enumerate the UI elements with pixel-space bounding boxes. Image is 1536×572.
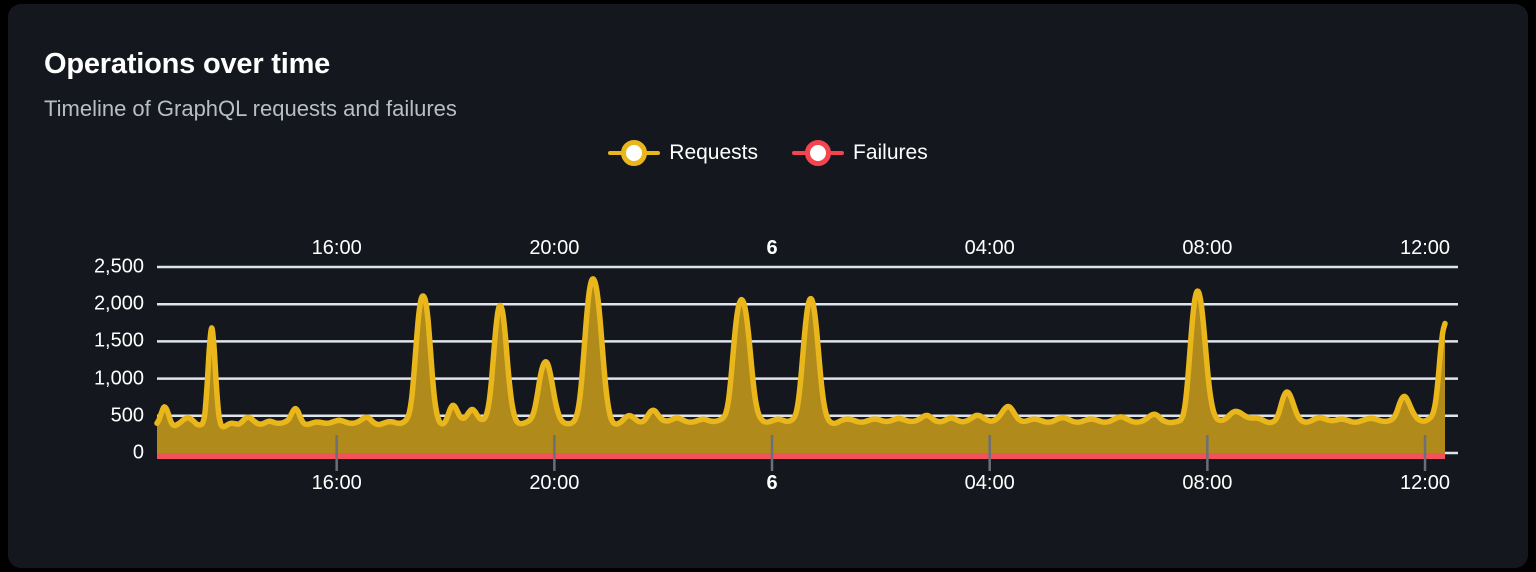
legend-item-requests[interactable]: Requests [608,140,758,166]
legend-marker-requests-icon [608,140,661,166]
chart-plot-area[interactable]: 0 500 1,000 1,500 2,000 2,500 16:00 20:00 6 04:0… [8,4,1528,568]
x-axis-tick-label: 12:00 [1400,472,1451,494]
page-title: Operations over time [44,48,331,80]
chart-svg [154,265,1458,471]
y-axis-tick-label: 2,000 [93,292,144,315]
legend-marker-failures-icon [792,140,844,166]
chart-legend: Requests Failures [8,140,1528,166]
x-axis-tick-label: 20:00 [529,472,580,494]
requests-line [154,276,1448,430]
x-axis-tick-label: 20:00 [529,237,580,259]
y-axis-tick-label: 1,000 [93,367,144,390]
y-axis-tick-label: 2,500 [93,255,144,278]
legend-label-failures: Failures [853,141,928,164]
page-subtitle: Timeline of GraphQL requests and failure… [44,96,457,121]
y-axis-tick-label: 500 [110,404,144,427]
y-axis-tick-label: 0 [132,441,144,464]
x-axis-tick-label: 6 [766,472,778,494]
x-axis-tick-label: 16:00 [311,472,362,494]
x-axis-tick-label: 04:00 [964,237,1015,259]
legend-label-requests: Requests [669,141,758,164]
legend-item-failures[interactable]: Failures [792,140,928,166]
x-axis-tick-label: 04:00 [964,472,1015,494]
x-axis-tick-label: 12:00 [1400,237,1451,259]
x-axis-tick-label: 08:00 [1182,237,1233,259]
y-axis-tick-label: 1,500 [93,329,144,352]
operations-over-time-card: Operations over time Timeline of GraphQL… [8,4,1528,568]
x-axis-tick-label: 16:00 [311,237,362,259]
x-axis-tick-label: 6 [766,237,778,259]
x-axis-tick-label: 08:00 [1182,472,1233,494]
